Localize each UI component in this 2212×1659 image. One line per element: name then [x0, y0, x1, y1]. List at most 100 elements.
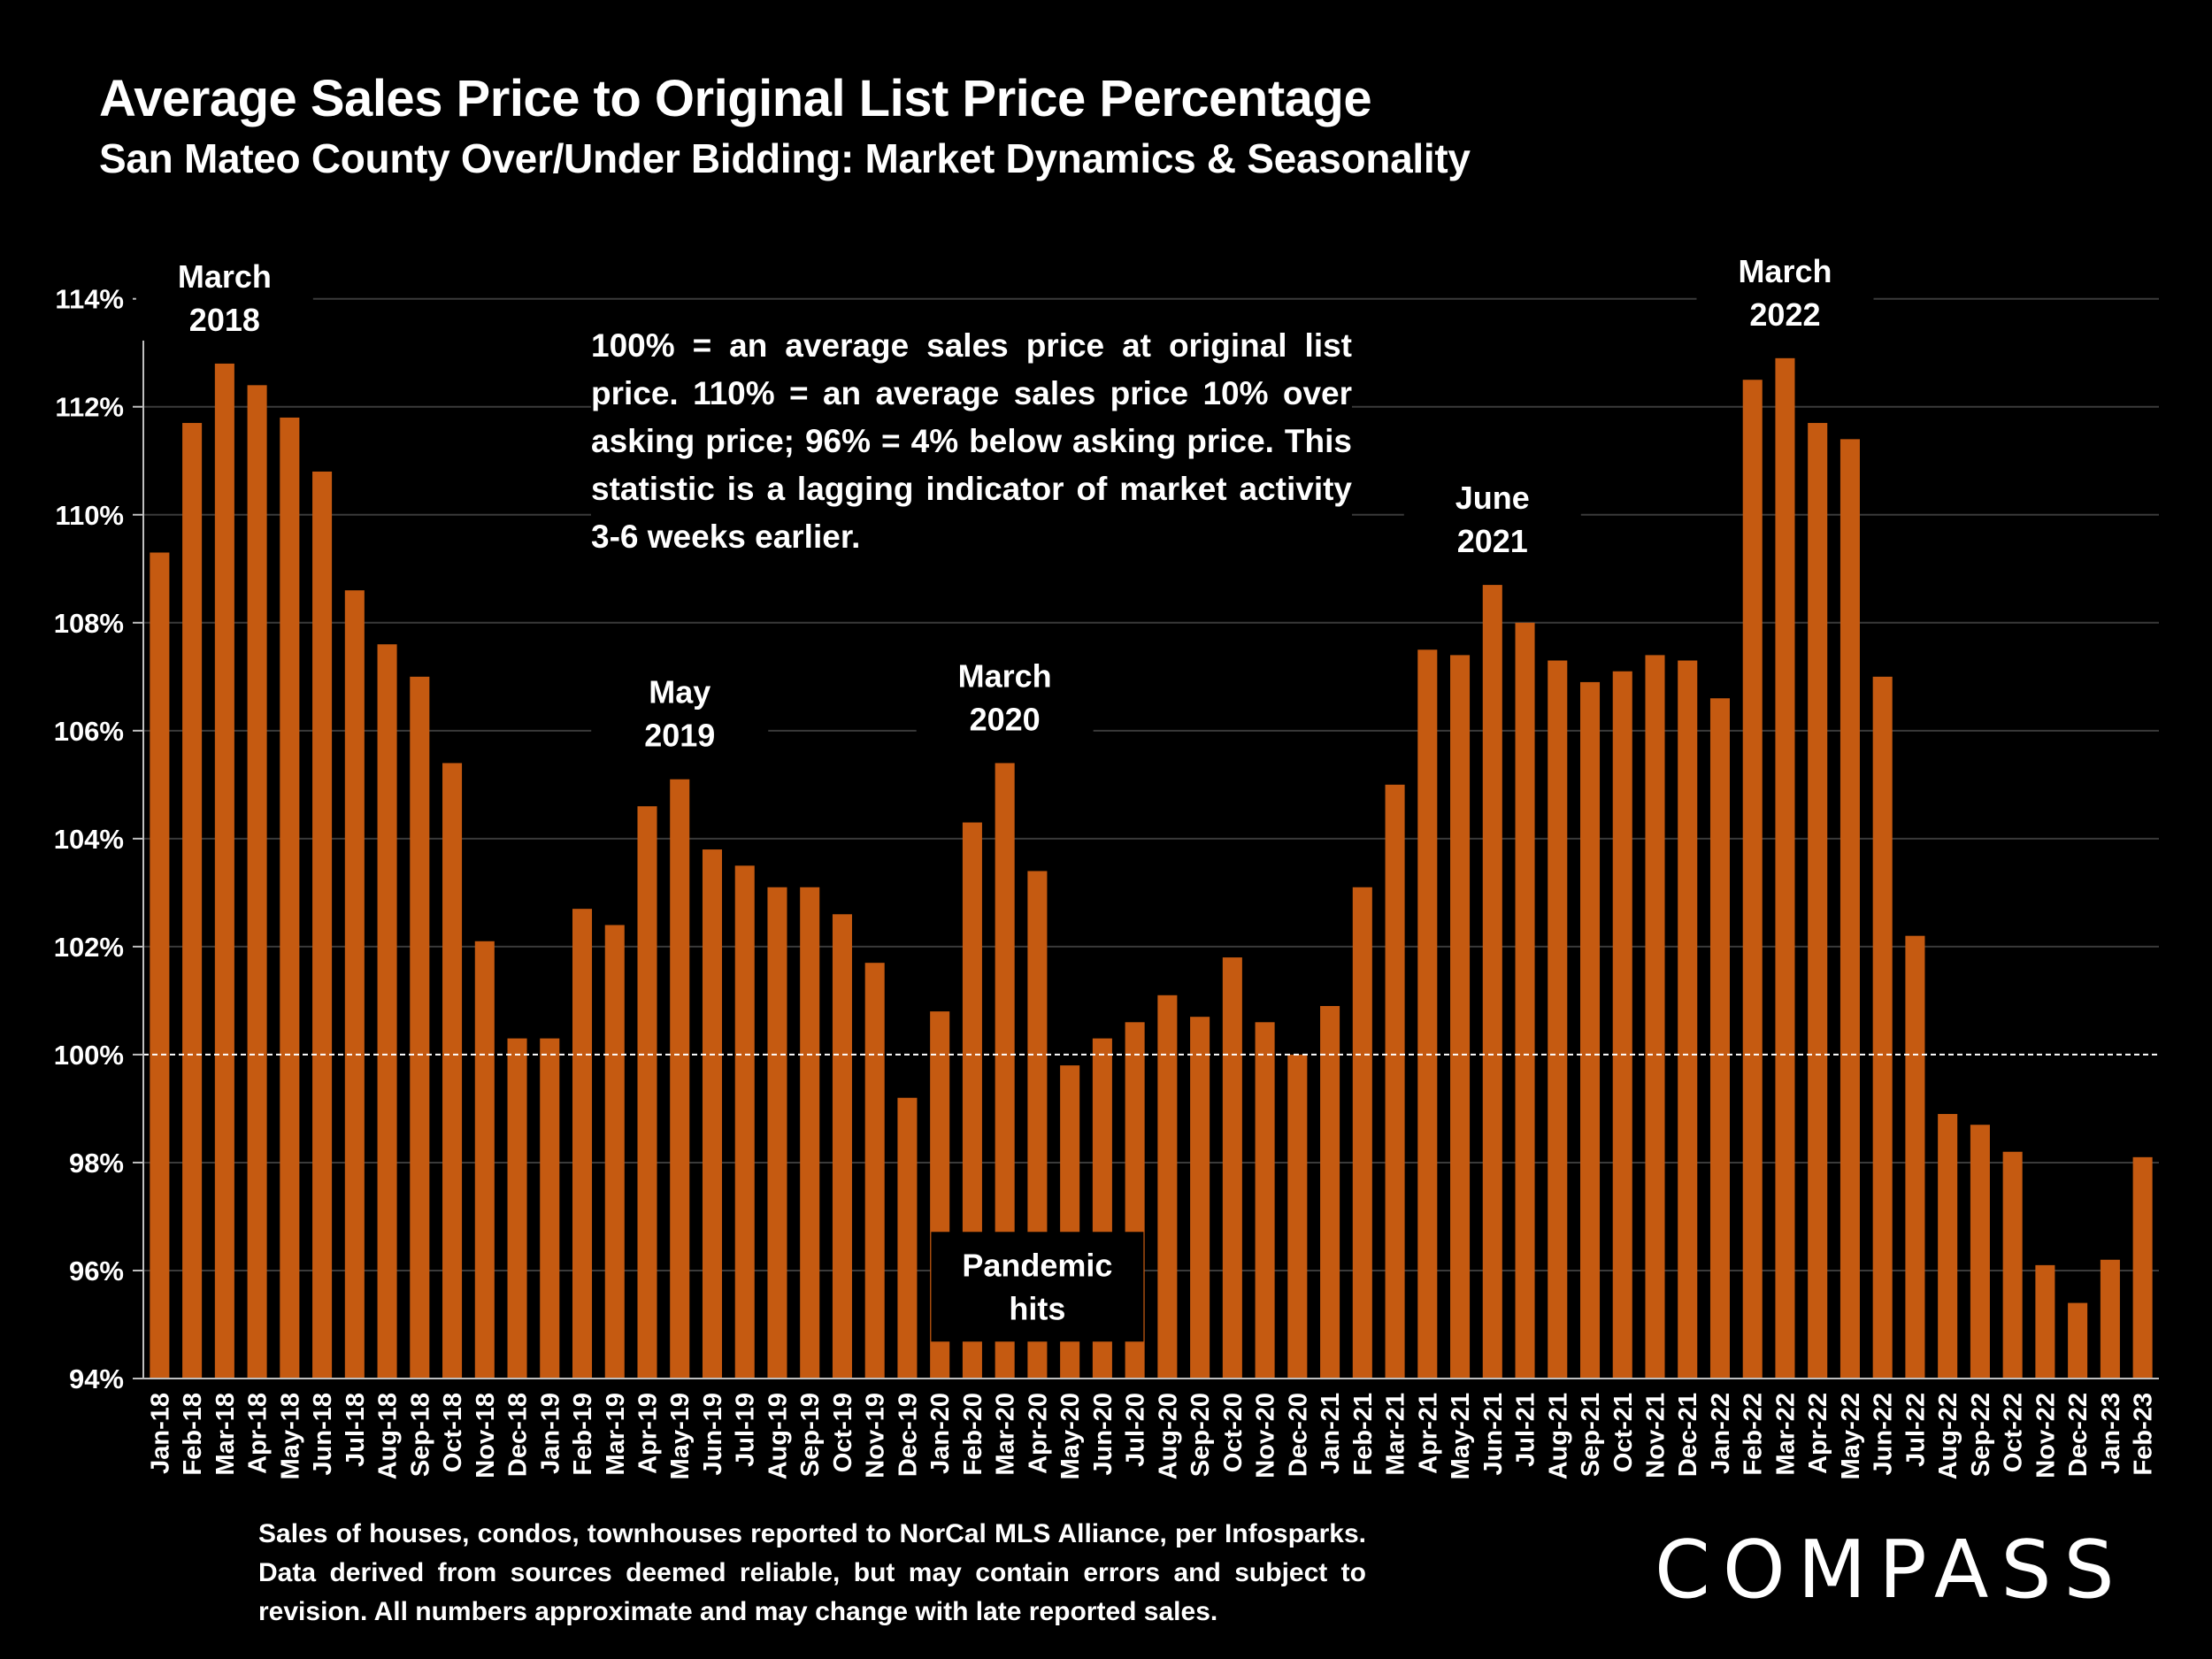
bar-Mar-19: [604, 925, 625, 1379]
x-tick-label: Mar-21: [1382, 1393, 1410, 1476]
bar-May-18: [280, 417, 300, 1379]
bar-Apr-22: [1808, 423, 1828, 1379]
bar-Sep-19: [800, 887, 820, 1379]
x-tick-label: Aug-19: [764, 1393, 792, 1479]
bar-Jan-23: [2100, 1259, 2120, 1379]
x-tick-label: Dec-19: [894, 1393, 922, 1477]
x-tick-label: Apr-19: [634, 1393, 663, 1474]
x-tick-label: Feb-20: [959, 1393, 987, 1475]
bar-May-19: [670, 779, 690, 1379]
x-tick-label: Jul-19: [732, 1393, 760, 1467]
x-tick-label: Mar-19: [602, 1393, 630, 1476]
x-tick-label: Jun-22: [1870, 1393, 1898, 1475]
bar-Nov-22: [2035, 1264, 2055, 1379]
bar-Nov-19: [864, 963, 885, 1379]
x-tick-label: Jul-21: [1512, 1393, 1540, 1467]
y-tick-label: 110%: [55, 500, 124, 531]
x-tick-label: Jun-21: [1479, 1393, 1508, 1475]
x-tick-label: Dec-21: [1674, 1393, 1702, 1477]
y-tick-label: 102%: [54, 932, 124, 963]
x-tick-label: Jan-18: [146, 1393, 174, 1474]
x-tick-label: Sep-21: [1577, 1393, 1605, 1477]
x-tick-label: Feb-18: [179, 1393, 207, 1475]
compass-logo: COMPASS: [1655, 1524, 2127, 1617]
bar-Jan-22: [1709, 698, 1731, 1379]
x-tick-label: Jul-18: [342, 1393, 370, 1467]
x-tick-label: Nov-18: [472, 1393, 500, 1479]
annotation-label: 2018: [189, 302, 260, 338]
x-tick-label: Sep-18: [406, 1393, 434, 1477]
bar-Oct-21: [1612, 671, 1632, 1379]
bar-Dec-18: [507, 1038, 527, 1379]
y-axis-ticks: 94% 96% 98% 100% 102% 104% 106% 108% 110% 112% 114…: [54, 284, 124, 1394]
x-tick-label: Oct-19: [829, 1393, 857, 1472]
annotation-label: 2020: [970, 701, 1041, 737]
x-tick-label: Jul-22: [1901, 1393, 1930, 1467]
annotation-label: 2022: [1749, 296, 1820, 333]
x-tick-label: Dec-22: [2064, 1393, 2093, 1477]
annotation-label: hits: [1009, 1290, 1065, 1326]
chart-subtitle: San Mateo County Over/Under Bidding: Mar…: [99, 135, 1471, 181]
x-tick-label: Dec-20: [1284, 1393, 1312, 1477]
bar-Oct-20: [1222, 957, 1242, 1379]
bar-Aug-20: [1157, 995, 1178, 1379]
x-tick-label: Nov-19: [862, 1393, 890, 1479]
y-tick-label: 112%: [55, 392, 124, 423]
annotation-label: June: [1455, 480, 1530, 516]
bar-Feb-21: [1352, 887, 1372, 1379]
x-tick-label: Feb-22: [1740, 1393, 1768, 1475]
x-tick-label: May-22: [1837, 1393, 1865, 1479]
bar-Apr-18: [247, 385, 267, 1379]
y-tick-label: 96%: [69, 1256, 124, 1286]
x-tick-label: Dec-18: [504, 1393, 533, 1477]
bar-Dec-19: [897, 1097, 918, 1379]
x-tick-label: May-21: [1447, 1393, 1475, 1479]
annotation-box: [931, 1232, 1144, 1342]
x-tick-label: Nov-20: [1252, 1393, 1280, 1479]
x-tick-label: Oct-21: [1609, 1393, 1638, 1472]
x-tick-label: Aug-22: [1934, 1393, 1962, 1479]
annotations: March 2018 May 2019 March 2020 June 2021 March 20…: [135, 246, 1874, 1342]
bar-May-22: [1839, 439, 1860, 1379]
y-tick-label: 108%: [54, 608, 124, 639]
bar-Sep-18: [410, 676, 430, 1379]
bar-Aug-21: [1548, 660, 1568, 1379]
y-tick-label: 106%: [54, 716, 124, 747]
annotation-backdrop: [1696, 246, 1874, 335]
annotation-label: March: [1738, 253, 1832, 289]
bar-Dec-22: [2068, 1302, 2088, 1379]
bar-May-21: [1450, 655, 1471, 1379]
x-tick-label: Jan-19: [536, 1393, 565, 1474]
bar-Oct-22: [2002, 1151, 2023, 1379]
bar-Aug-18: [377, 644, 397, 1379]
x-tick-label: Sep-19: [796, 1393, 825, 1477]
x-tick-label: Jan-20: [926, 1393, 955, 1474]
bar-Sep-20: [1190, 1017, 1210, 1379]
x-tick-label: Oct-20: [1219, 1393, 1248, 1472]
annotation-label: March: [958, 657, 1052, 694]
x-tick-label: Mar-20: [992, 1393, 1020, 1476]
x-tick-label: Jun-18: [309, 1393, 337, 1475]
bar-Apr-21: [1417, 649, 1438, 1379]
bar-Jan-19: [540, 1038, 560, 1379]
annotation-backdrop: [1403, 473, 1581, 563]
bar-Apr-19: [637, 806, 657, 1379]
x-tick-label: Aug-21: [1544, 1393, 1572, 1479]
x-tick-label: Nov-22: [2032, 1393, 2060, 1479]
bar-Aug-22: [1938, 1114, 1958, 1379]
x-tick-label: Feb-21: [1349, 1393, 1378, 1475]
bar-Nov-18: [474, 941, 495, 1379]
bar-Dec-21: [1678, 660, 1698, 1379]
annotation-label: 2021: [1457, 523, 1528, 559]
bar-Jun-22: [1872, 676, 1893, 1379]
annotation-label: 2019: [644, 718, 715, 754]
annotation-backdrop: [135, 251, 313, 341]
bar-Feb-23: [2132, 1156, 2153, 1379]
bar-Jul-19: [734, 865, 755, 1379]
bar-Mar-21: [1385, 784, 1405, 1379]
bar-Sep-22: [1970, 1125, 1990, 1379]
source-footnote: Sales of houses, condos, townhouses repo…: [258, 1519, 1366, 1626]
x-tick-label: Sep-22: [1967, 1393, 1995, 1477]
x-tick-label: Apr-21: [1414, 1393, 1442, 1474]
x-tick-label: May-20: [1056, 1393, 1085, 1479]
